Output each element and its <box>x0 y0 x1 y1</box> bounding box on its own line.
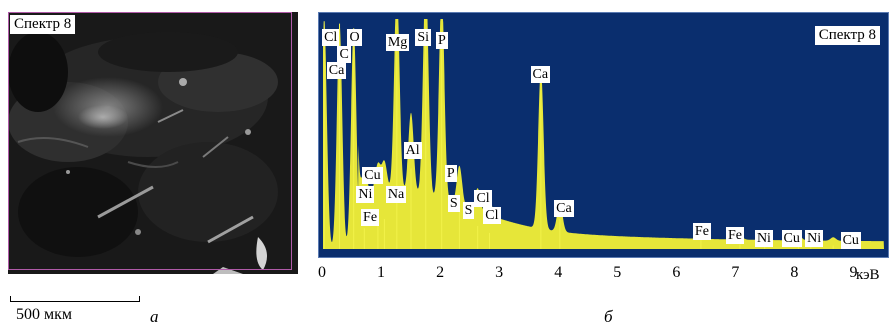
scale-bar <box>10 296 140 302</box>
peak-label: Al <box>403 142 422 160</box>
peak-label: Si <box>415 29 432 47</box>
peak-label: Ni <box>805 229 824 247</box>
peak-label: Mg <box>385 34 410 51</box>
spectrum-plot <box>319 13 888 257</box>
peak-label: Ni <box>754 229 773 247</box>
peak-label: Cu <box>362 167 383 185</box>
x-tick-label: 0 <box>318 264 326 281</box>
sem-micrograph <box>8 12 298 274</box>
peak-label: Ca <box>530 66 551 84</box>
x-tick-label: 6 <box>672 264 681 281</box>
micrograph-image <box>8 12 298 274</box>
peak-label: C <box>337 45 351 63</box>
eds-spectrum-chart: Спектр 8 Cl O C Ca Mg Si P Ca Al Cu P Ni Na S Cl S Fe Cl C… <box>318 12 889 258</box>
x-axis-unit: кэВ <box>856 267 880 283</box>
peak-label: O <box>347 29 362 47</box>
scale-bar-label: 500 мкм <box>16 306 73 323</box>
peak-label: P <box>444 165 457 183</box>
peak-label: Ca <box>554 199 574 217</box>
peak-label: Fe <box>361 208 380 226</box>
peak-label: Fe <box>692 222 711 240</box>
peak-label: P <box>436 31 448 49</box>
x-tick-label: 9 <box>849 264 858 281</box>
x-tick-label: 7 <box>731 264 740 281</box>
panel-letter-a: а <box>150 307 159 326</box>
spectrum-area <box>323 19 884 249</box>
peak-label: Cu <box>840 231 861 249</box>
peak-label: Cl <box>322 29 340 47</box>
peak-label: Ca <box>326 61 347 79</box>
peak-label: Cl <box>483 206 501 224</box>
peak-label: S <box>447 195 460 212</box>
peak-label: Fe <box>726 227 744 245</box>
spectrum-region-frame <box>8 12 292 270</box>
chart-title: Спектр 8 <box>814 26 880 45</box>
x-tick-label: 3 <box>495 264 504 281</box>
peak-label: Ni <box>356 185 375 203</box>
peak-label: S <box>462 201 475 219</box>
panel-letter-b: б <box>604 307 613 326</box>
x-tick-label: 8 <box>790 264 799 281</box>
sem-spectrum-label: Спектр 8 <box>10 15 76 34</box>
x-tick-label: 2 <box>436 264 445 281</box>
x-tick-label: 4 <box>554 264 563 281</box>
peak-label: Cu <box>781 229 802 247</box>
x-tick-label: 1 <box>377 264 386 281</box>
peak-label: Cl <box>474 190 492 208</box>
x-tick-label: 5 <box>613 264 622 281</box>
peak-label: Na <box>385 185 407 203</box>
